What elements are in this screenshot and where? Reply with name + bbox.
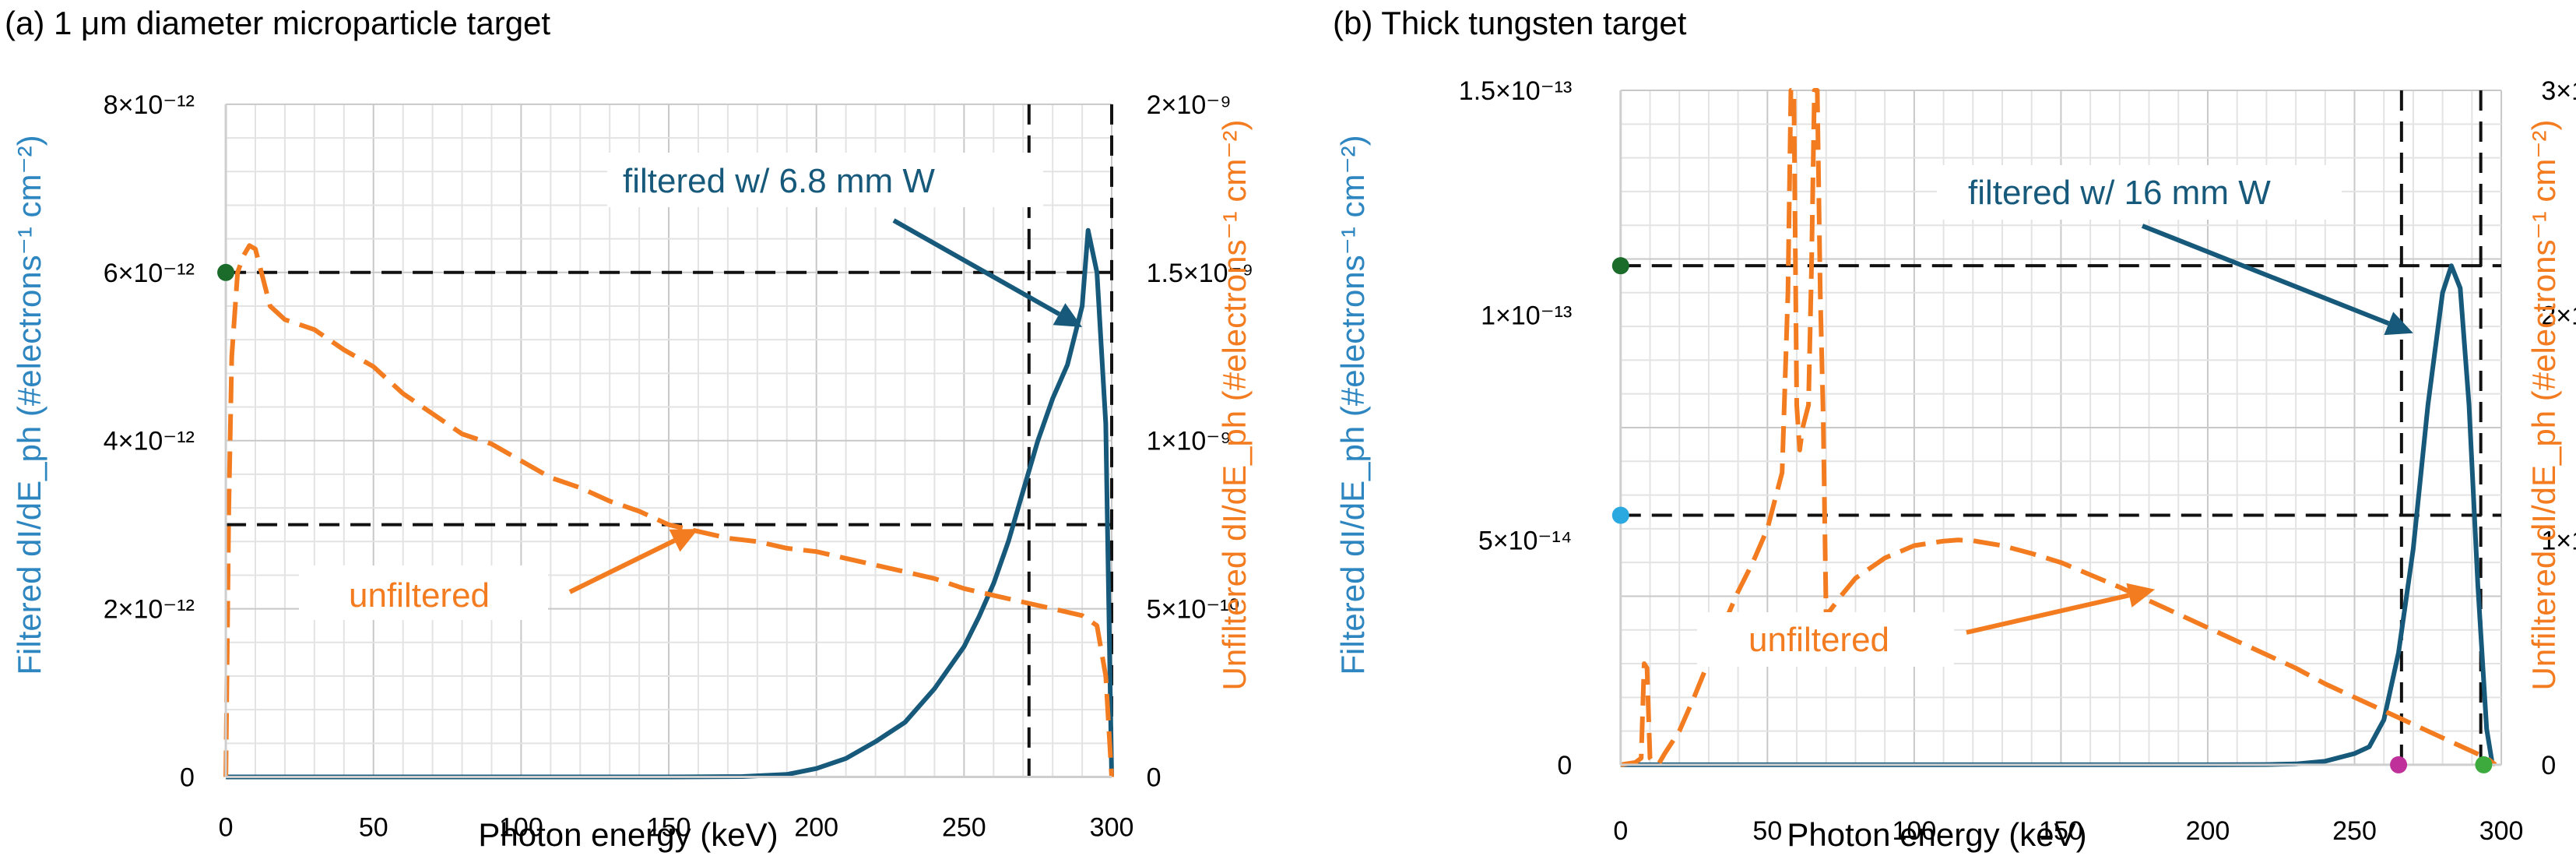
b-y-left-tick-label: 1×10⁻¹³	[1481, 301, 1572, 331]
panel-a-markers	[217, 263, 235, 281]
b-y-right-tick-label: 0	[2541, 751, 2556, 780]
panel-b-y-right-label: Unfiltered dI/dE_ph (#electrons⁻¹ cm⁻²)	[2525, 120, 2562, 691]
panel-a-annotation-unfiltered: unfiltered	[299, 565, 548, 620]
panel-a-annotation-filtered-text: filtered w/ 6.8 mm W	[623, 162, 935, 200]
panel-b-chart: (b) Thick tungsten target 0 50 100 150 200 25…	[1333, 5, 2576, 853]
panel-a-arrow-filtered	[892, 218, 1060, 316]
panel-b-annotation-filtered-background	[1937, 165, 2342, 220]
panel-b-annotation-unfiltered-text: unfiltered	[1748, 621, 1889, 659]
a-y-right-tick-label: 5×10⁻¹⁰	[1147, 595, 1239, 625]
panel-a-y-right-label: Unfiltered dI/dE_ph (#electrons⁻¹ cm⁻²)	[1216, 120, 1253, 691]
panel-b-annotation-filtered-text: filtered w/ 16 mm W	[1968, 174, 2271, 212]
panel-a-grid	[225, 103, 1113, 778]
b-x-tick-label: 200	[2186, 816, 2230, 846]
a-y-right-tick-label: 2×10⁻⁹	[1147, 90, 1232, 120]
panel-a-annotation-filtered-background	[607, 153, 1043, 207]
b-marker-green	[1611, 257, 1629, 275]
panel-a-annotation-unfiltered-background	[299, 565, 548, 620]
a-x-tick-label: 200	[794, 812, 838, 842]
panel-b-axes	[1619, 90, 2502, 766]
panel-a-annotation-filtered: filtered w/ 6.8 mm W	[607, 153, 1043, 207]
a-x-tick-label: 250	[942, 812, 986, 842]
a-x-tick-label: 50	[359, 812, 388, 842]
panel-a-arrowhead-unfiltered	[669, 529, 698, 552]
panel-b-title: (b) Thick tungsten target	[1333, 5, 1687, 41]
a-x-tick-label: 0	[219, 812, 234, 842]
b-x-tick-label: 250	[2332, 816, 2377, 846]
panel-b-ticks: 0 50 100 150 200 250 300 0 5×10⁻¹⁴ 1×10⁻¹³ 1.5×10⁻…	[1459, 76, 2576, 846]
panel-b-annotation-unfiltered: unfiltered	[1697, 612, 1954, 667]
panel-a-chart: (a) 1 μm diameter microparticle target 0…	[5, 5, 1253, 853]
a-y-left-tick-label: 6×10⁻¹²	[104, 259, 195, 288]
b-x-tick-label: 100	[1892, 816, 1937, 846]
panel-a-x-axis-label: Photon energy (keV)	[478, 816, 778, 853]
b-x-tick-label: 150	[2039, 816, 2083, 846]
a-x-tick-label: 150	[647, 812, 691, 842]
a-x-tick-label: 100	[499, 812, 543, 842]
panel-a-ticks: 0 50 100 150 200 250 300 0 2×10⁻¹² 4×10⁻¹² 6×10⁻¹²…	[104, 90, 1253, 843]
b-y-left-tick-label: 1.5×10⁻¹³	[1459, 76, 1573, 106]
panel-b-arrow-filtered	[2141, 224, 2390, 326]
panel-b-annotation-filtered: filtered w/ 16 mm W	[1937, 165, 2342, 220]
a-y-right-tick-label: 1×10⁻⁹	[1147, 427, 1232, 456]
a-y-left-tick-label: 8×10⁻¹²	[104, 90, 195, 120]
b-marker-lightgreen	[2475, 756, 2493, 773]
panel-a-axes	[224, 104, 1112, 779]
b-y-right-tick-label: 3×10⁻⁷	[2541, 76, 2576, 106]
a-y-left-tick-label: 4×10⁻¹²	[104, 427, 195, 456]
a-series-unfiltered-line	[223, 243, 1114, 777]
a-marker-green	[217, 263, 235, 281]
panel-b-y-left-label: Filtered dI/dE_ph (#electrons⁻¹ cm⁻²)	[1334, 135, 1371, 675]
b-marker-magenta	[2390, 756, 2408, 773]
panel-a-annotation-unfiltered-text: unfiltered	[349, 576, 490, 615]
panel-b-arrowhead-filtered	[2384, 312, 2413, 336]
panel-b-arrow-unfiltered	[1966, 593, 2130, 635]
b-x-tick-label: 0	[1613, 816, 1628, 846]
b-y-left-tick-label: 5×10⁻¹⁴	[1478, 526, 1572, 555]
panel-a-title: (a) 1 μm diameter microparticle target	[5, 5, 550, 41]
panel-a-arrowhead-filtered	[1053, 303, 1083, 327]
b-x-tick-label: 300	[2479, 816, 2524, 846]
a-x-tick-label: 300	[1090, 812, 1134, 842]
b-marker-blue	[1611, 506, 1629, 524]
panel-b-x-axis-label: Photon energy (keV)	[1787, 816, 2086, 853]
b-y-left-tick-label: 0	[1557, 751, 1572, 780]
panel-a-arrow-unfiltered	[568, 538, 676, 594]
a-y-right-tick-label: 0	[1147, 763, 1161, 793]
a-y-right-tick-label: 1.5×10⁻⁹	[1147, 259, 1253, 288]
panel-a-y-left-label: Filtered dI/dE_ph (#electrons⁻¹ cm⁻²)	[11, 135, 47, 675]
a-y-left-tick-label: 2×10⁻¹²	[104, 595, 195, 625]
panel-b-markers	[1611, 257, 2493, 773]
panel-b-arrowhead-unfiltered	[2126, 583, 2156, 608]
a-y-left-tick-label: 0	[180, 763, 195, 793]
b-x-tick-label: 50	[1752, 816, 1782, 846]
b-series-unfiltered-line	[1620, 88, 2497, 767]
panel-b-annotation-unfiltered-background	[1697, 612, 1954, 667]
b-y-right-tick-label: 2×10⁻⁷	[2541, 301, 2576, 331]
b-y-right-tick-label: 1×10⁻⁷	[2541, 526, 2576, 555]
